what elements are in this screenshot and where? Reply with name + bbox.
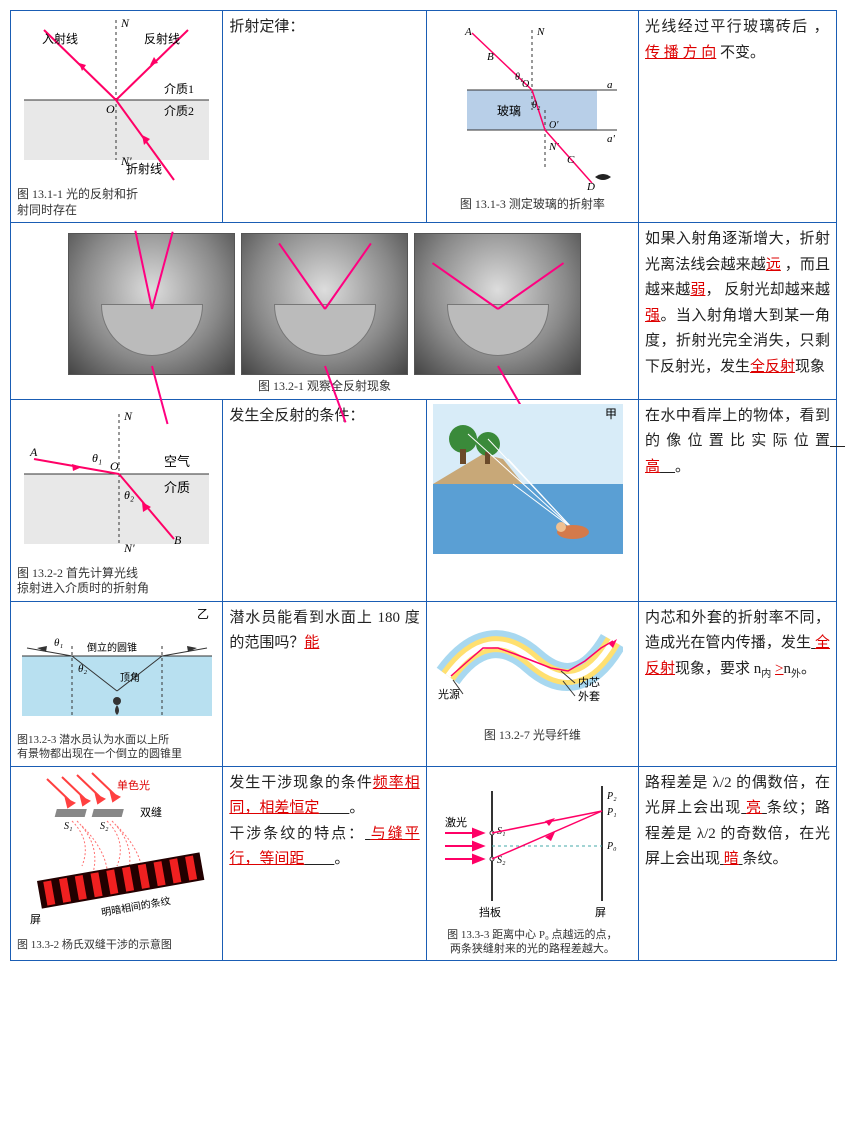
text-fiber: 内芯和外套的折射率不同，造成光在管内传播，发生 全反射现象，要求 n内 >n外。 [639,601,837,766]
svg-text:N: N [123,409,133,423]
svg-text:θ₂: θ₂ [78,663,87,675]
fig-13-2-7: 光源 内芯 外套 图 13.2-7 光导纤维 [426,601,638,766]
svg-text:N': N' [123,541,135,555]
svg-text:介质2: 介质2 [164,104,194,118]
caption: 图 13.1-1 光的反射和折射同时存在 [17,187,216,218]
svg-text:双缝: 双缝 [140,805,162,819]
caption: 图13.2-3 潜水员认为水面以上所有景物都出现在一个倒立的圆锥里 [17,733,216,762]
svg-text:a': a' [607,133,616,145]
caption: 图 13.3-3 距离中心 P₀ 点越远的点，两条狭缝射来的光的路程差越大。 [433,928,632,957]
svg-text:折射线: 折射线 [126,161,162,176]
svg-text:D: D [586,181,595,193]
text-diver-180: 潜水员能看到水面上 180 度的范围吗？能 [223,601,426,766]
svg-text:入射线: 入射线 [42,31,78,46]
svg-text:介质: 介质 [164,480,190,495]
svg-text:玻璃: 玻璃 [497,104,521,118]
svg-text:N: N [120,16,130,30]
photo-1 [68,233,235,375]
caption: 图 13.2-2 首先计算光线掠射进入介质时的折射角 [17,566,216,597]
caption: 图 13.3-2 杨氏双缝干涉的示意图 [17,938,216,952]
fig-13-1-3: 玻璃 a a' N N' A B O θ₁ θ₂ O' C D 图 13.1-3… [426,11,638,223]
svg-text:挡板: 挡板 [479,905,501,919]
text: 不变。 [720,45,765,61]
text-parallel-glass: 光线经过平行玻璃砖后 ， 传 播 方 向 不变。 [639,11,837,223]
svg-text:B: B [174,533,182,547]
fig-13-2-3: 乙 θ₁ θ₂ 倒立的圆锥 顶角 图13.2-3 潜水员认为水面以上所有景物都出… [11,601,223,766]
svg-text:O: O [110,459,119,473]
svg-text:光源: 光源 [438,687,460,701]
svg-text:S₂: S₂ [100,821,109,832]
svg-text:P₁: P₁ [606,807,617,818]
svg-text:B: B [487,51,494,63]
svg-text:A: A [29,445,38,459]
svg-text:P₀: P₀ [606,841,617,852]
svg-text:倒立的圆锥: 倒立的圆锥 [87,641,137,654]
caption: 图 13.1-3 测定玻璃的折射率 [433,197,632,213]
svg-text:屏: 屏 [595,906,606,919]
svg-text:C: C [567,154,575,166]
photo-3 [414,233,581,375]
svg-text:θ₁: θ₁ [54,637,63,649]
svg-text:单色光: 单色光 [117,778,150,792]
text-path-diff: 路程差是 λ/2 的偶数倍，在光屏上会出现 亮 条纹；路程差是 λ/2 的奇数倍… [639,766,837,961]
svg-text:顶角: 顶角 [120,672,140,684]
svg-text:N: N [536,26,545,38]
fig-13-3-2: 单色光 S₁ S₂ 双缝 屏 明暗相间的条纹 [11,766,223,961]
svg-text:O': O' [549,120,559,131]
svg-text:A: A [464,26,472,38]
svg-text:θ₁: θ₁ [515,72,523,83]
text-refraction-law: 折射定律： [223,11,426,223]
svg-text:a: a [607,79,613,91]
svg-text:空气: 空气 [164,454,190,469]
svg-text:θ₂: θ₂ [532,100,541,111]
caption: 图 13.2-1 观察全反射现象 [17,379,632,395]
fig-13-1-1: N N' O 入射线 反射线 折射线 介质1 介质2 图 13.1-1 光的反射… [11,11,223,223]
svg-text:甲: 甲 [605,407,617,421]
physics-table: N N' O 入射线 反射线 折射线 介质1 介质2 图 13.1-1 光的反射… [10,10,837,961]
fig-13-3-3: 激光 S₁ S₂ 挡板 屏 P₀ P₁ P₂ 图 13.3-3 距离中心 P₀ … [426,766,638,961]
svg-text:P₂: P₂ [606,791,617,802]
text-tir-condition: 发生全反射的条件： [223,399,426,601]
text: 光线经过平行玻璃砖后 ， [645,19,830,35]
fig-13-2-2: N N' O 空气 介质 A B θ₁ θ₂ 图 13.2-2 首先计算光线掠射… [11,399,223,601]
svg-text:反射线: 反射线 [144,31,180,46]
svg-text:θ₁: θ₁ [92,451,102,465]
text-underwater: 在水中看岸上的物体，看到的像位置比实际位置 高 。 [639,399,837,601]
svg-text:S₁: S₁ [64,821,72,832]
answer: 传 播 方 向 [645,45,716,61]
svg-text:介质1: 介质1 [164,82,194,96]
svg-text:外套: 外套 [578,690,600,703]
text-interference: 发生干涉现象的条件频率相同，相差恒定 。 干涉条纹的特点： 与缝平行，等间距 。 [223,766,426,961]
caption: 图 13.2-7 光导纤维 [433,728,632,744]
svg-text:O: O [106,102,115,116]
svg-text:内芯: 内芯 [578,675,600,689]
svg-text:N': N' [548,141,559,153]
fig-13-2-1: 图 13.2-1 观察全反射现象 [11,223,639,400]
svg-text:激光: 激光 [445,815,467,829]
photo-2 [241,233,408,375]
svg-text:θ₂: θ₂ [124,488,134,502]
text-total-reflection: 如果入射角逐渐增大，折射光离法线会越来越远 ，而且越来越弱， 反射光却越来越强。… [639,223,837,400]
svg-text:乙: 乙 [197,607,209,621]
svg-text:明暗相间的条纹: 明暗相间的条纹 [100,894,171,919]
svg-text:屏: 屏 [30,913,41,926]
fig-underwater-view: 甲 [426,399,638,601]
